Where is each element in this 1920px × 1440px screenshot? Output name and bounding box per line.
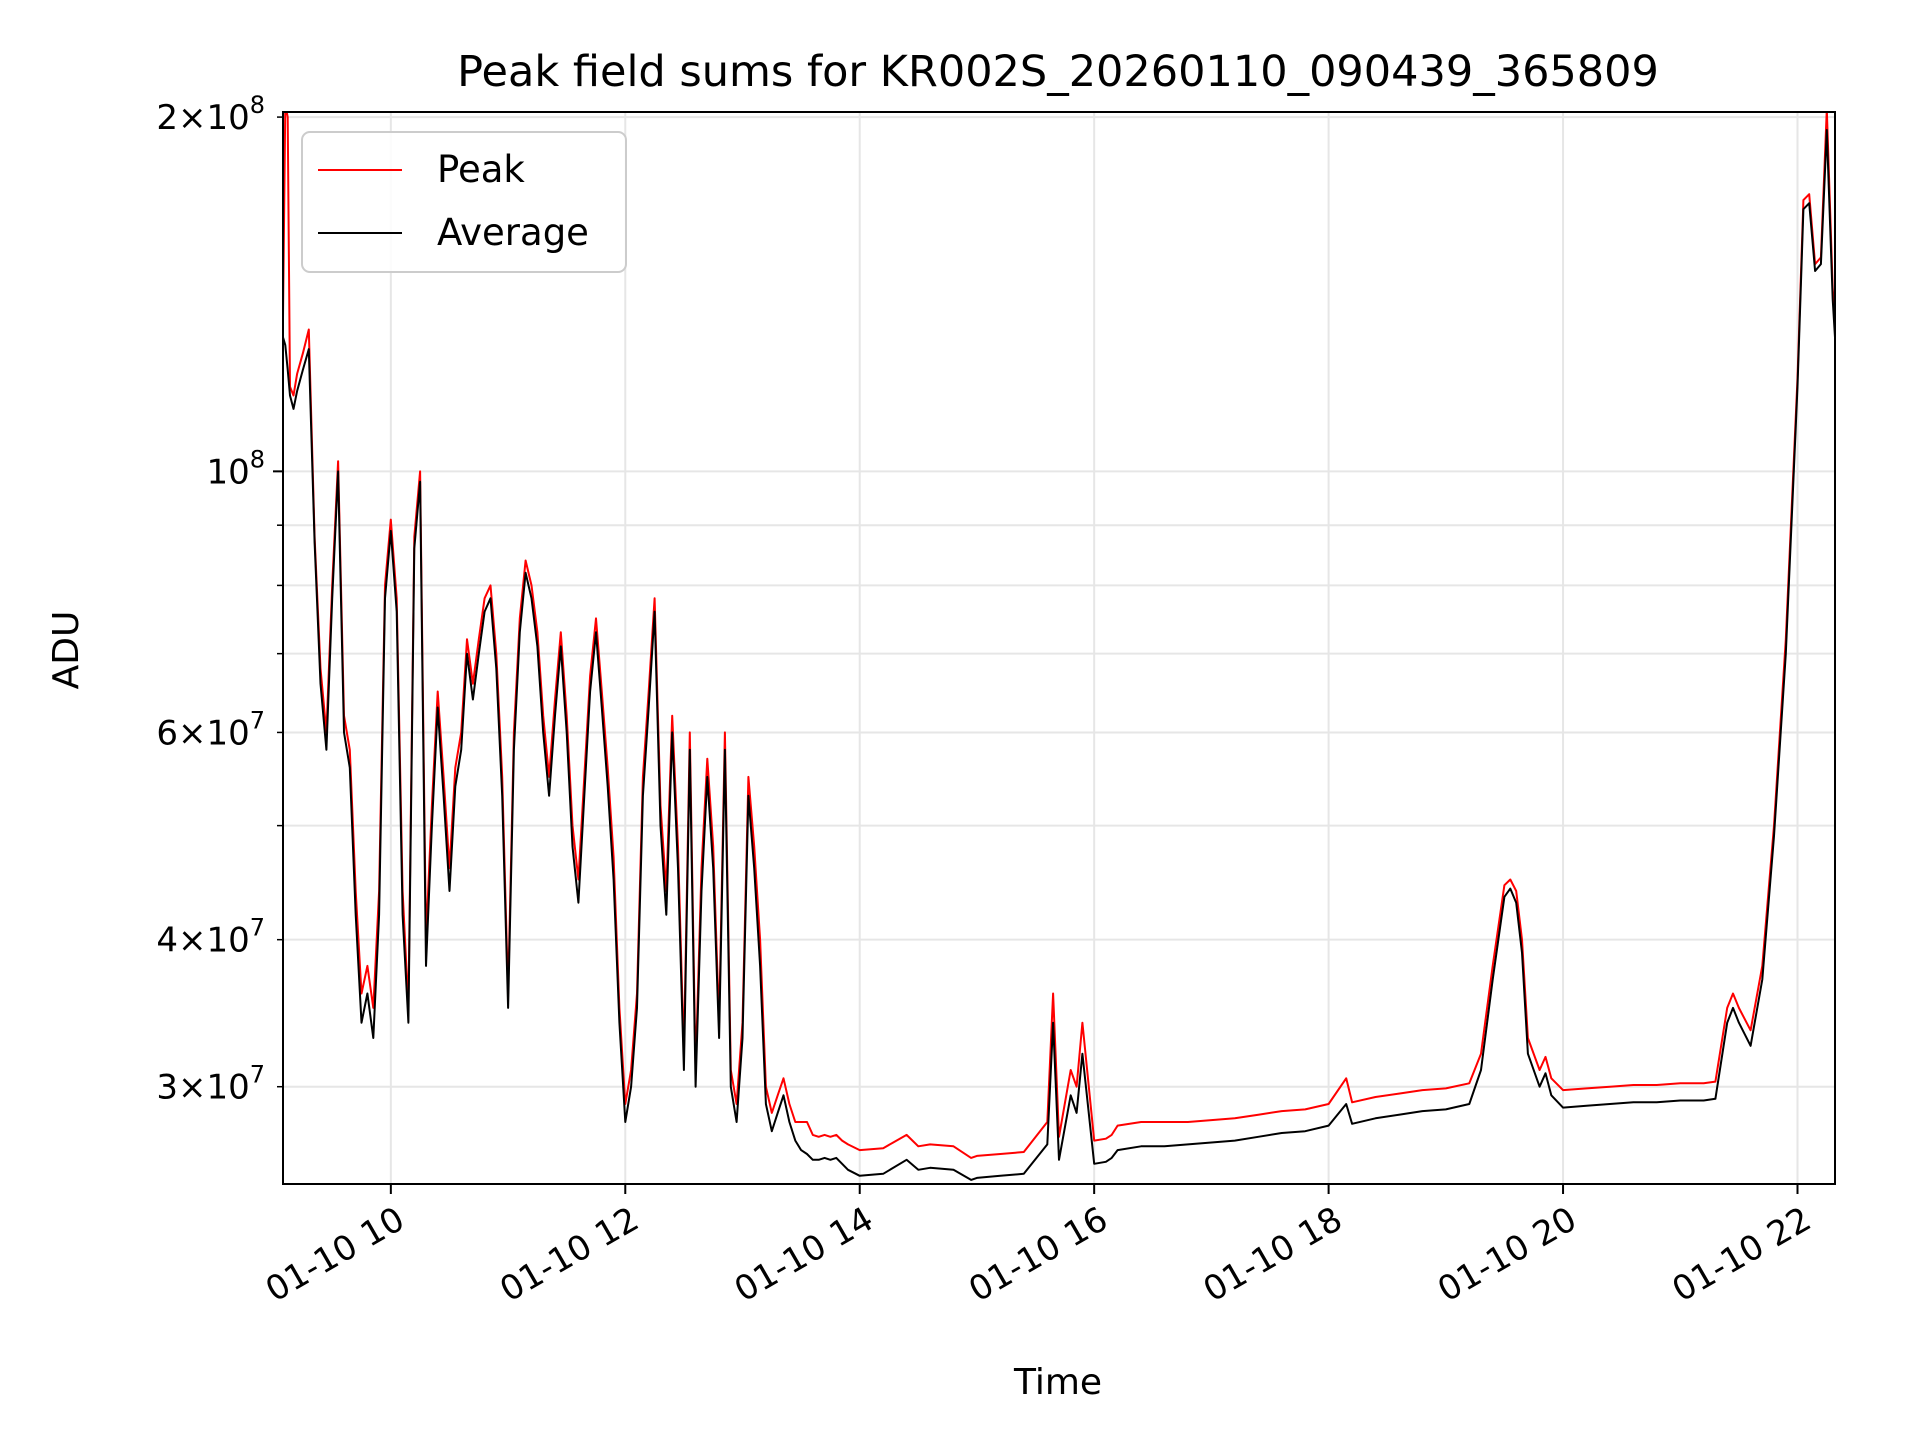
y-axis-label: ADU xyxy=(46,611,87,690)
legend-box xyxy=(301,131,627,273)
plot-frame xyxy=(282,111,1836,1185)
y-tick-label: 4×107 xyxy=(156,914,265,961)
series-layer xyxy=(283,112,1835,1181)
y-tick-label: 3×107 xyxy=(156,1061,265,1108)
chart-title: Peak field sums for KR002S_20260110_0904… xyxy=(457,47,1659,97)
grid-lines xyxy=(283,112,1835,1184)
x-axis-label: Time xyxy=(1013,1362,1102,1403)
y-tick-label: 6×107 xyxy=(156,706,265,753)
y-tick-label: 2×108 xyxy=(156,91,265,138)
legend: Peak Average xyxy=(301,131,627,273)
legend-label-peak: Peak xyxy=(437,148,525,191)
series-line-average xyxy=(283,129,1835,1181)
legend-label-average: Average xyxy=(437,211,589,254)
